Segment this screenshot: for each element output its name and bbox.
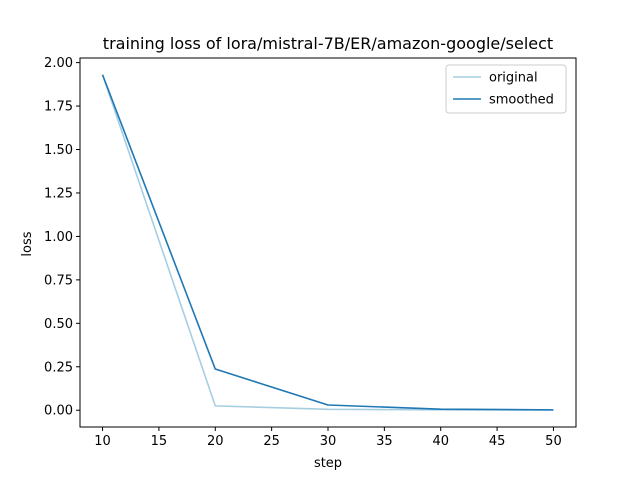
- x-tick-label: 50: [545, 434, 562, 449]
- x-tick-label: 15: [151, 434, 168, 449]
- y-tick-label: 1.25: [44, 186, 73, 201]
- x-tick-label: 10: [94, 434, 111, 449]
- chart-title: training loss of lora/mistral-7B/ER/amaz…: [103, 34, 553, 53]
- y-tick-label: 2.00: [44, 56, 73, 71]
- x-tick-label: 35: [376, 434, 393, 449]
- x-tick-label: 45: [489, 434, 506, 449]
- y-tick-label: 1.00: [44, 230, 73, 245]
- y-tick-label: 1.75: [44, 100, 73, 115]
- y-axis-label: loss: [20, 231, 35, 256]
- x-axis-ticks: 10 15 20 25 30 35 40 45 50: [94, 427, 562, 449]
- legend-label-smoothed: smoothed: [489, 93, 554, 108]
- series-line-original: [101, 74, 554, 411]
- plot-frame: [79, 57, 577, 428]
- y-tick-label: 0.50: [44, 317, 73, 332]
- y-tick-label: 0.00: [44, 404, 73, 419]
- y-tick-label: 1.50: [44, 143, 73, 158]
- series-line-smoothed: [101, 74, 554, 411]
- y-tick-label: 0.25: [44, 360, 73, 375]
- x-tick-label: 40: [432, 434, 449, 449]
- series-lines: [101, 74, 554, 411]
- x-axis-label: step: [314, 456, 342, 471]
- legend-label-original: original: [489, 71, 538, 86]
- x-tick-label: 30: [320, 434, 337, 449]
- y-tick-label: 0.75: [44, 273, 73, 288]
- legend: original smoothed: [445, 64, 567, 114]
- x-tick-label: 20: [207, 434, 224, 449]
- x-tick-label: 25: [263, 434, 280, 449]
- y-axis-ticks: 0.00 0.25 0.50 0.75 1.00 1.25 1.50 1.75 2.00: [44, 56, 80, 419]
